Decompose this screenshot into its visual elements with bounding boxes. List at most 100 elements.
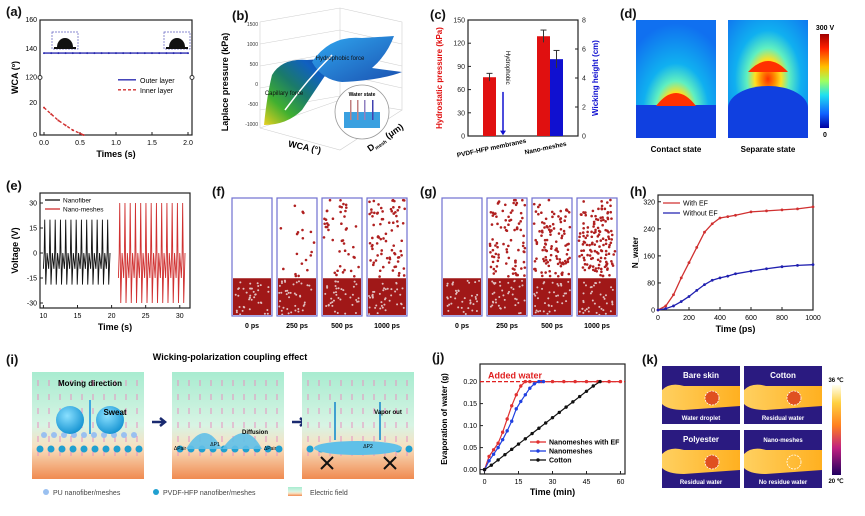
evaporated-molecule: [324, 218, 328, 221]
evaporated-molecule: [282, 267, 285, 271]
evaporated-molecule: [389, 207, 393, 211]
y-tick-label: 15: [29, 226, 37, 233]
thermal-images: Bare skin Water droplet Cotton Residual wat…: [662, 366, 844, 488]
water-molecule: [301, 309, 304, 312]
evaporated-molecule: [370, 208, 373, 211]
data-point: [496, 458, 500, 462]
data-point: [695, 246, 699, 249]
evaporated-molecule: [542, 257, 545, 261]
water-molecule: [550, 305, 553, 308]
z-tick-label: -1000: [245, 122, 258, 128]
x-tick-label: 1.5: [147, 140, 157, 147]
evaporated-molecule: [586, 230, 589, 234]
z-tick-label: 0: [255, 82, 258, 88]
evaporated-molecule: [380, 252, 383, 256]
data-point: [500, 430, 505, 434]
data-point: [584, 389, 589, 393]
evaporated-molecule: [581, 231, 585, 234]
water-molecule: [294, 304, 297, 307]
evaporated-molecule: [600, 204, 604, 208]
water-molecule: [542, 310, 545, 313]
data-point: [510, 419, 514, 423]
pvdf-fiber: [306, 445, 314, 453]
evaporated-molecule: [523, 246, 527, 250]
water-molecule: [598, 305, 601, 308]
evaporated-molecule: [390, 209, 394, 213]
water-molecule: [327, 303, 330, 306]
evaporated-molecule: [579, 213, 583, 216]
evaporated-molecule: [557, 215, 560, 218]
evaporated-molecule: [560, 236, 563, 240]
evaporated-molecule: [610, 259, 613, 263]
water-molecule: [287, 312, 290, 315]
evaporated-molecule: [515, 226, 519, 229]
evaporated-molecule: [335, 273, 338, 277]
x-tick-label: 0: [656, 315, 660, 322]
evaporated-molecule: [378, 269, 382, 273]
evaporated-molecule: [606, 211, 609, 215]
evaporated-molecule: [521, 244, 525, 248]
evaporated-molecule: [566, 260, 570, 264]
data-point: [703, 283, 706, 287]
y-tick-label: 0.15: [463, 401, 477, 408]
water-molecule: [266, 309, 269, 312]
water-molecule: [470, 294, 473, 297]
evaporated-molecule: [384, 239, 388, 243]
evaporated-molecule: [499, 226, 503, 229]
water-molecule: [331, 304, 334, 307]
tile-caption: Water droplet: [682, 416, 720, 422]
evaporated-molecule: [548, 274, 552, 278]
panel-j-label: (j): [432, 350, 445, 365]
water-molecule: [333, 310, 336, 313]
x-tick-label: 0.0: [39, 140, 49, 147]
water-molecule: [354, 312, 357, 315]
evaporated-molecule: [297, 274, 300, 278]
legend-label: Cotton: [549, 458, 572, 465]
water-molecule: [267, 290, 270, 293]
data-point: [523, 379, 528, 384]
evaporated-molecule: [594, 214, 597, 218]
evaporated-molecule: [327, 223, 330, 227]
water-molecule: [399, 293, 402, 296]
evaporated-molecule: [612, 253, 615, 256]
evaporated-molecule: [583, 211, 586, 214]
data-point: [749, 269, 753, 273]
water-molecule: [556, 301, 559, 304]
water-molecule: [536, 286, 539, 289]
evaporated-molecule: [522, 241, 525, 245]
evaporated-molecule: [532, 202, 536, 206]
data-point: [528, 386, 532, 390]
contact-state-caption: Contact state: [651, 145, 702, 154]
data-point: [573, 379, 577, 384]
data-point: [172, 52, 175, 55]
evaporated-molecule: [397, 274, 401, 277]
evaporated-molecule: [402, 274, 406, 277]
water-molecule: [548, 310, 551, 313]
water-molecule: [384, 309, 387, 312]
data-point: [726, 215, 730, 219]
evaporated-molecule: [595, 250, 599, 254]
data-point: [656, 308, 660, 312]
evaporated-molecule: [495, 215, 498, 218]
water-molecule: [339, 298, 342, 301]
y-tick-label: 30: [29, 201, 37, 208]
water-molecule: [248, 296, 251, 299]
y2-axis-label: Wicking height (cm): [591, 40, 600, 116]
separate-state-caption: Separate state: [741, 145, 796, 154]
panel-g: (g) 0 ps 250 ps 500 ps 1000 ps: [420, 170, 630, 335]
panel-c: (c) 0 30 60 90 120 150 0 2 4 6 8 Hydrostatic pressu…: [420, 0, 620, 160]
water-molecule: [593, 284, 596, 287]
evaporated-molecule: [535, 257, 538, 260]
evaporated-molecule: [601, 223, 604, 227]
y-tick-label: 0: [461, 134, 465, 141]
water-molecule: [475, 309, 478, 312]
data-point: [491, 452, 496, 456]
data-point: [122, 52, 125, 55]
data-point: [57, 119, 60, 122]
evaporated-molecule: [613, 249, 617, 253]
water-molecule: [491, 292, 494, 295]
frame-time-label: 500 ps: [331, 323, 353, 330]
water-molecule: [306, 284, 309, 287]
evaporated-molecule: [519, 220, 522, 223]
y-tick-label: 0.10: [463, 423, 477, 430]
